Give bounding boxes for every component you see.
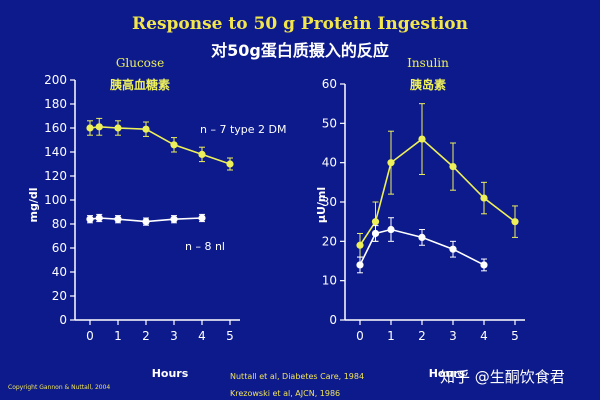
insulin-data-point [480, 261, 488, 269]
citation-1: Nuttall et al, Diabetes Care, 1984 [230, 372, 365, 381]
glucose-data-point [198, 214, 206, 222]
insulin-x-tick-label: 4 [480, 329, 488, 343]
glucose-x-tick-label: 4 [198, 329, 206, 343]
chart-title-cn: 对50g蛋白质摄入的反应 [211, 41, 389, 60]
glucose-x-axis-label: Hours [152, 367, 189, 380]
glucose-y-axis-label: mg/dl [27, 188, 40, 223]
insulin-x-tick-label: 3 [449, 329, 457, 343]
insulin-data-point [418, 233, 426, 241]
glucose-data-point [114, 215, 122, 223]
insulin-x-axis-label: Hours [429, 367, 466, 380]
glucose-y-tick-label: 80 [52, 217, 67, 231]
glucose-y-tick-label: 160 [44, 121, 67, 135]
copyright-text: Copyright Gannon & Nuttall, 2004 [8, 384, 111, 391]
insulin-data-point [356, 241, 364, 249]
insulin-data-point [449, 245, 457, 253]
glucose-y-tick-label: 180 [44, 97, 67, 111]
insulin-title: Insulin [407, 56, 449, 70]
glucose-y-tick-label: 40 [52, 265, 67, 279]
watermark: 知乎 @生酮饮食君 [440, 368, 565, 386]
insulin-data-point [449, 163, 457, 171]
insulin-x-tick-label: 0 [356, 329, 364, 343]
glucose-data-point [226, 160, 234, 168]
insulin-y-axis-label: μU/ml [315, 187, 328, 223]
insulin-y-tick-label: 50 [322, 116, 337, 130]
insulin-data-point [387, 225, 395, 234]
glucose-data-point [95, 214, 103, 222]
citation-2: Krezowski et al, AJCN, 1986 [230, 389, 341, 398]
glucose-x-tick-label: 3 [170, 329, 178, 343]
glucose-y-tick-label: 60 [52, 241, 67, 255]
glucose-x-tick-label: 2 [142, 329, 150, 343]
glucose-data-point [170, 215, 178, 223]
chart-title: Response to 50 g Protein Ingestion [132, 14, 468, 34]
insulin-x-tick-label: 5 [511, 329, 519, 343]
insulin-data-point [371, 229, 380, 238]
insulin-data-point [371, 218, 380, 226]
insulin-data-point [387, 159, 395, 167]
glucose-y-tick-label: 140 [44, 145, 67, 159]
insulin-x-tick-label: 1 [387, 329, 395, 343]
glucose-y-tick-label: 0 [59, 313, 67, 327]
glucose-data-point [86, 215, 94, 223]
glucose-data-point [95, 123, 103, 131]
insulin-series-line-type-2-DM [359, 138, 516, 246]
glucose-series-label: n – 7 type 2 DM [200, 123, 287, 136]
glucose-x-tick-label: 1 [114, 329, 122, 343]
glucose-y-tick-label: 20 [52, 289, 67, 303]
insulin-title-cn: 胰岛素 [410, 77, 446, 92]
glucose-series-label: n – 8 nl [185, 240, 225, 253]
glucose-data-point [142, 125, 150, 133]
insulin-y-tick-label: 10 [322, 274, 337, 288]
insulin-y-tick-label: 60 [322, 77, 337, 91]
insulin-data-point [418, 135, 426, 143]
glucose-y-tick-label: 200 [44, 73, 67, 87]
glucose-data-point [114, 124, 122, 132]
insulin-data-point [511, 218, 519, 226]
glucose-data-point [198, 150, 206, 158]
glucose-x-tick-label: 5 [226, 329, 234, 343]
insulin-x-tick-label: 2 [418, 329, 426, 343]
glucose-data-point [170, 141, 178, 149]
insulin-y-tick-label: 20 [322, 234, 337, 248]
glucose-data-point [142, 218, 150, 226]
glucose-x-tick-label: 0 [86, 329, 94, 343]
glucose-y-tick-label: 100 [44, 193, 67, 207]
insulin-data-point [480, 194, 488, 202]
glucose-title-cn: 胰高血糖素 [110, 77, 170, 92]
insulin-y-tick-label: 0 [329, 313, 337, 327]
glucose-data-point [86, 124, 94, 132]
insulin-series-line-nl [359, 228, 485, 266]
insulin-data-point [356, 261, 364, 269]
insulin-y-tick-label: 30 [322, 195, 337, 209]
insulin-y-tick-label: 40 [322, 156, 337, 170]
glucose-y-tick-label: 120 [44, 169, 67, 183]
glucose-title: Glucose [116, 56, 164, 70]
